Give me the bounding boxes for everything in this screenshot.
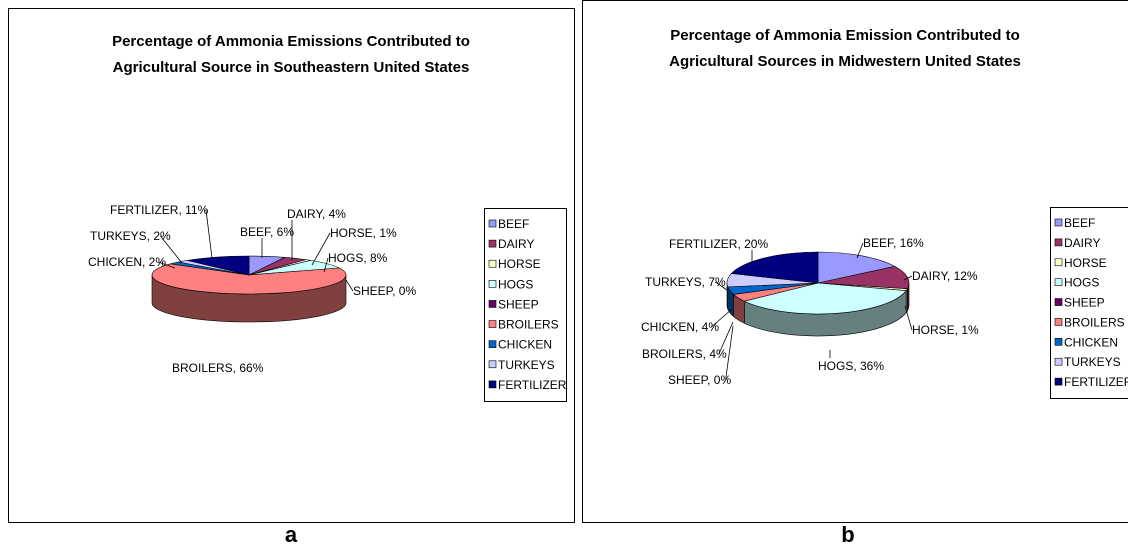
chart-title-line: Percentage of Ammonia Emissions Contribu…	[112, 33, 470, 50]
data-label: SHEEP, 0%	[353, 284, 416, 298]
data-label: HOGS, 36%	[818, 359, 884, 373]
legend-entry: CHICKEN	[1064, 335, 1118, 349]
data-label: TURKEYS, 2%	[90, 229, 171, 243]
legend-swatch-dairy	[488, 239, 497, 248]
leader-line	[904, 305, 913, 331]
legend-entry: HORSE	[498, 257, 541, 271]
leader-line	[903, 275, 913, 281]
legend-entry: BEEF	[498, 217, 529, 231]
data-label: TURKEYS, 7%	[645, 275, 726, 289]
data-label: CHICKEN, 4%	[641, 320, 719, 334]
leader-line	[715, 281, 728, 291]
pie-chart-a: Percentage of Ammonia Emissions Contribu…	[8, 8, 575, 547]
pie-slice-broilers	[151, 263, 347, 295]
legend-swatch-broilers	[488, 320, 497, 328]
legend-swatch-hogs	[488, 280, 497, 288]
legend-entry: HORSE	[1064, 256, 1107, 270]
legend-box	[1050, 207, 1128, 399]
leader-line	[160, 235, 183, 264]
legend-entry: HOGS	[498, 277, 533, 291]
data-label: DAIRY, 4%	[287, 207, 346, 221]
data-label: FERTILIZER, 20%	[669, 237, 768, 251]
data-label: HOGS, 8%	[328, 251, 388, 265]
legend: BEEF DAIRY HORSE HOGS SHEEP BROILERS CHICKEN TU…	[484, 208, 567, 402]
panel-label: b	[841, 522, 854, 547]
data-label: FERTILIZER, 11%	[110, 203, 209, 217]
data-label: DAIRY, 12%	[912, 269, 978, 283]
legend-entry: TURKEYS	[498, 358, 555, 372]
legend-swatch-fertilizer	[488, 380, 497, 389]
legend-box	[484, 208, 567, 402]
legend-swatch-fertilizer	[1054, 377, 1063, 386]
data-label: BROILERS, 4%	[642, 347, 727, 361]
leader-line	[856, 242, 864, 259]
legend-swatch-sheep	[1054, 298, 1063, 306]
leader-line	[345, 279, 354, 292]
pie-slice-fertilizer	[730, 251, 819, 284]
legend: BEEF DAIRY HORSE HOGS SHEEP BROILERS CHICKEN TU…	[1050, 207, 1128, 399]
data-label: SHEEP, 0%	[668, 373, 731, 387]
data-label: BEEF, 6%	[240, 225, 294, 239]
leader-line	[323, 257, 329, 273]
legend-swatch-hogs	[1054, 278, 1063, 286]
legend-swatch-chicken	[1054, 338, 1063, 346]
panel-label: a	[285, 522, 298, 547]
legend-swatch-beef	[1054, 218, 1063, 227]
legend-entry: BROILERS	[498, 318, 559, 332]
leader-line	[311, 232, 331, 266]
legend-swatch-dairy	[1054, 238, 1063, 247]
leader-line	[711, 308, 733, 328]
data-label: BROILERS, 66%	[172, 361, 264, 375]
chart-title-line: Agricultural Source in Southeastern Unit…	[113, 59, 470, 76]
legend-entry: BEEF	[1064, 216, 1095, 230]
legend-swatch-turkeys	[488, 360, 497, 369]
legend-entry: BROILERS	[1064, 315, 1125, 329]
pie-chart-b: Percentage of Ammonia Emission Contribut…	[582, 0, 1128, 547]
leader-line	[158, 261, 176, 269]
legend-entry: SHEEP	[498, 297, 539, 311]
legend-swatch-beef	[488, 219, 497, 228]
leader-line	[725, 325, 734, 381]
legend-entry: FERTILIZER	[498, 378, 567, 392]
pie-slice-dairy	[817, 266, 910, 290]
data-label: HORSE, 1%	[330, 226, 397, 240]
legend-entry: DAIRY	[1064, 236, 1100, 250]
data-label: CHICKEN, 2%	[88, 255, 166, 269]
legend-swatch-horse	[488, 259, 497, 268]
chart-title-line: Agricultural Sources in Midwestern Unite…	[669, 53, 1021, 70]
pie-slice-beef	[817, 251, 896, 284]
legend-swatch-chicken	[488, 340, 497, 348]
data-label: HORSE, 1%	[912, 323, 979, 337]
legend-swatch-sheep	[488, 300, 497, 308]
data-label: BEEF, 16%	[863, 236, 924, 250]
pie-slice-hogs	[743, 282, 907, 315]
legend-swatch-broilers	[1054, 318, 1063, 326]
pie-slice-fertilizer	[187, 255, 250, 276]
pie-side-walls	[726, 282, 910, 337]
chart-title-line: Percentage of Ammonia Emission Contribut…	[670, 27, 1019, 44]
legend-swatch-horse	[1054, 258, 1063, 267]
leader-line	[718, 321, 734, 355]
legend-entry: CHICKEN	[498, 338, 552, 352]
legend-entry: FERTILIZER	[1064, 375, 1128, 389]
legend-entry: HOGS	[1064, 276, 1099, 290]
legend-swatch-turkeys	[1054, 357, 1063, 366]
legend-entry: TURKEYS	[1064, 355, 1121, 369]
legend-entry: DAIRY	[498, 237, 534, 251]
legend-entry: SHEEP	[1064, 296, 1105, 310]
leader-line	[205, 209, 213, 259]
